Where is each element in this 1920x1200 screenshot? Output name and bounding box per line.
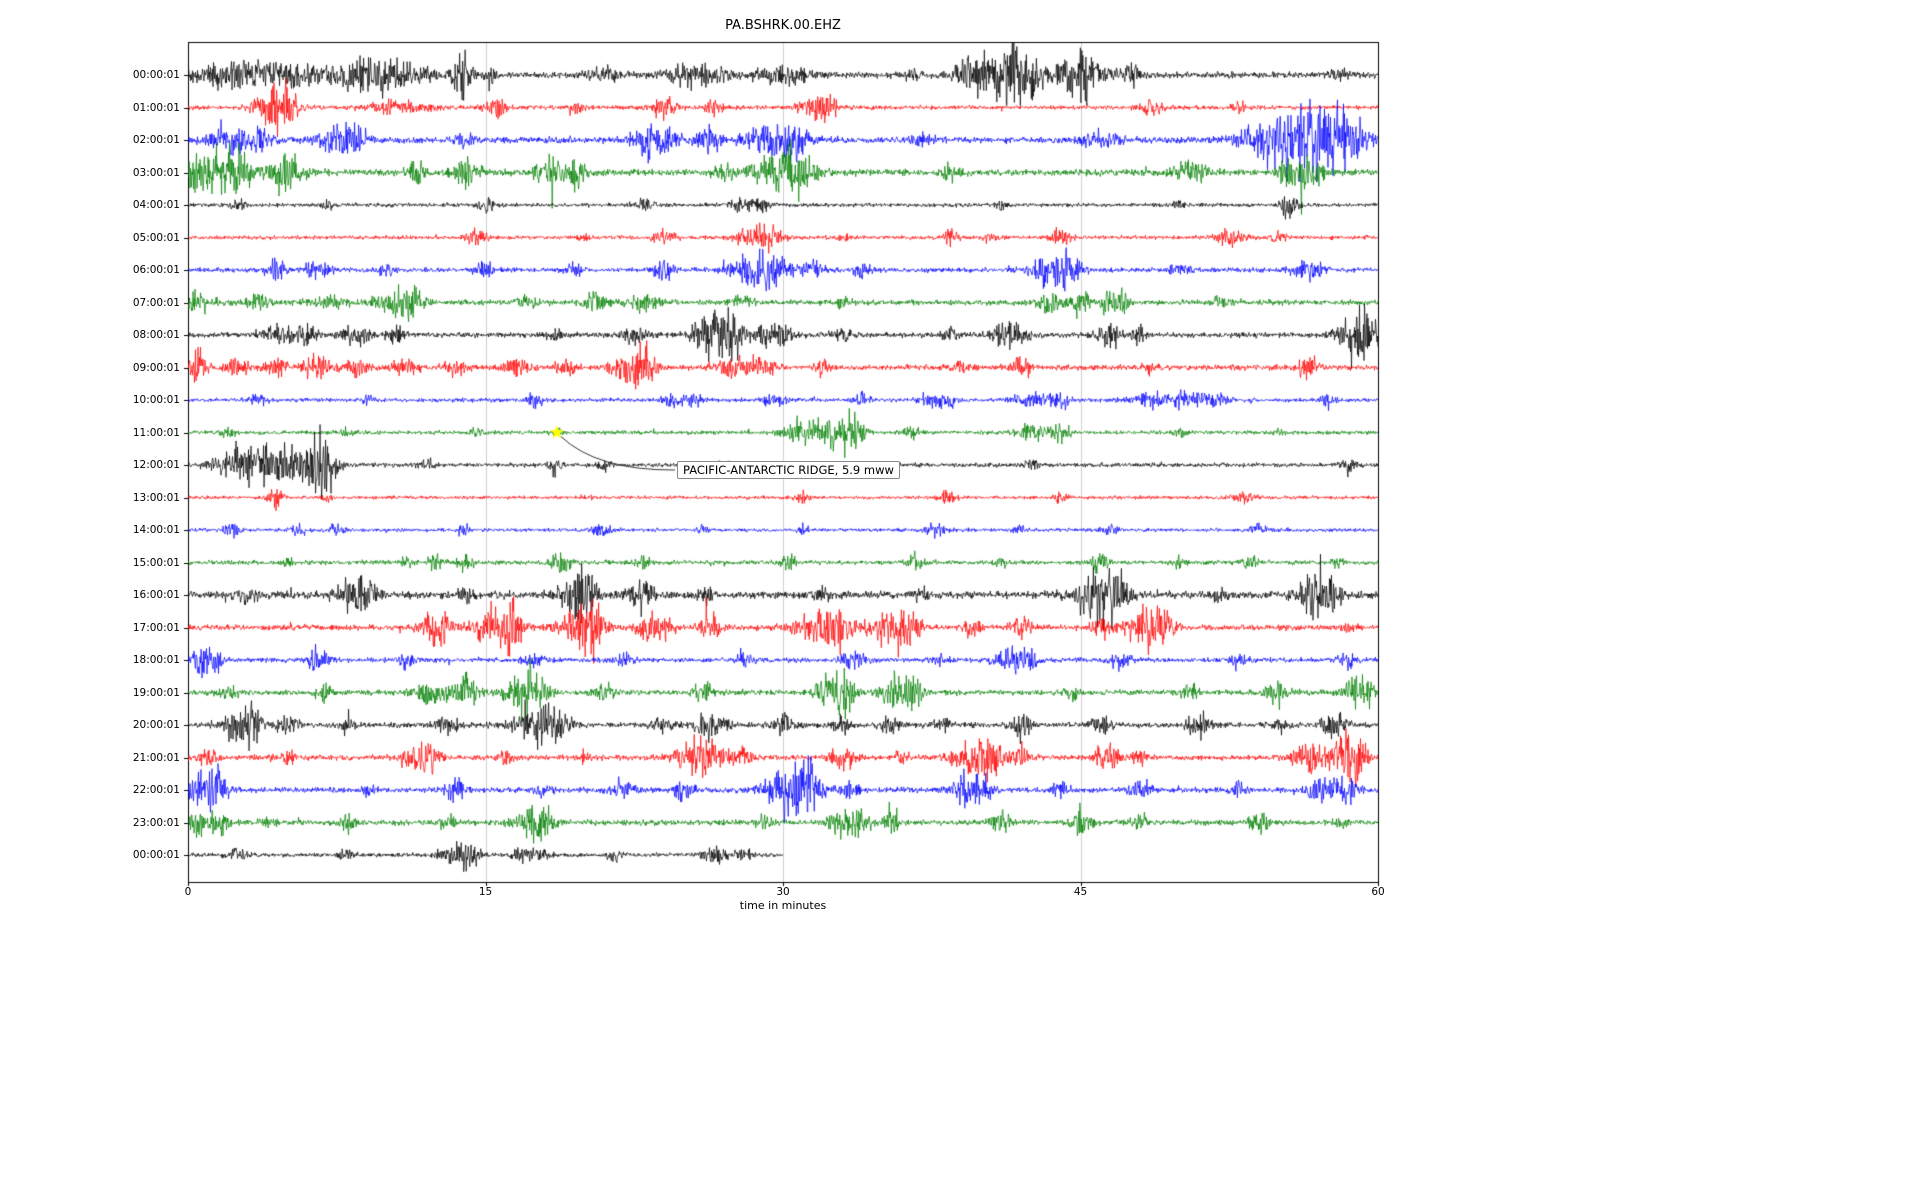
event-annotation-label: PACIFIC-ANTARCTIC RIDGE, 5.9 mww <box>677 461 900 479</box>
y-tick-label: 13:00:01 <box>132 491 180 504</box>
y-tick-label: 17:00:01 <box>132 621 180 634</box>
y-tick-label: 16:00:01 <box>132 589 180 601</box>
x-tick-label: 60 <box>1371 886 1385 898</box>
figure-title: PA.BSHRK.00.EHZ <box>725 18 841 33</box>
y-tick-label: 19:00:01 <box>132 686 180 699</box>
y-tick-label: 09:00:01 <box>132 361 180 374</box>
y-tick-label: 11:00:01 <box>132 426 180 439</box>
y-tick-label: 08:00:01 <box>132 329 180 341</box>
y-tick-label: 00:00:01 <box>132 69 180 81</box>
y-tick-label: 06:00:01 <box>132 264 180 276</box>
y-tick-label: 21:00:01 <box>132 751 180 764</box>
y-tick-label: 03:00:01 <box>132 166 180 179</box>
y-tick-label: 02:00:01 <box>132 134 180 146</box>
y-tick-label: 12:00:01 <box>132 459 180 471</box>
y-tick-label: 20:00:01 <box>132 719 180 731</box>
x-axis-title: time in minutes <box>739 899 827 912</box>
y-tick-label: 15:00:01 <box>132 556 180 569</box>
y-tick-label: 05:00:01 <box>132 231 180 244</box>
y-tick-label: 01:00:01 <box>132 101 180 114</box>
y-tick-label: 07:00:01 <box>132 296 180 309</box>
x-tick-label: 0 <box>184 886 192 898</box>
y-tick-label: 10:00:01 <box>132 394 180 406</box>
x-tick-label: 15 <box>478 886 493 898</box>
y-tick-label: 04:00:01 <box>132 199 180 211</box>
y-tick-label: 23:00:01 <box>132 816 180 829</box>
y-tick-label: 14:00:01 <box>132 524 180 536</box>
y-tick-label: 18:00:01 <box>132 654 180 666</box>
y-tick-label: 22:00:01 <box>132 784 180 796</box>
y-tick-label: 00:00:01 <box>132 849 180 861</box>
x-tick-label: 30 <box>776 886 790 898</box>
x-tick-label: 45 <box>1073 886 1088 898</box>
